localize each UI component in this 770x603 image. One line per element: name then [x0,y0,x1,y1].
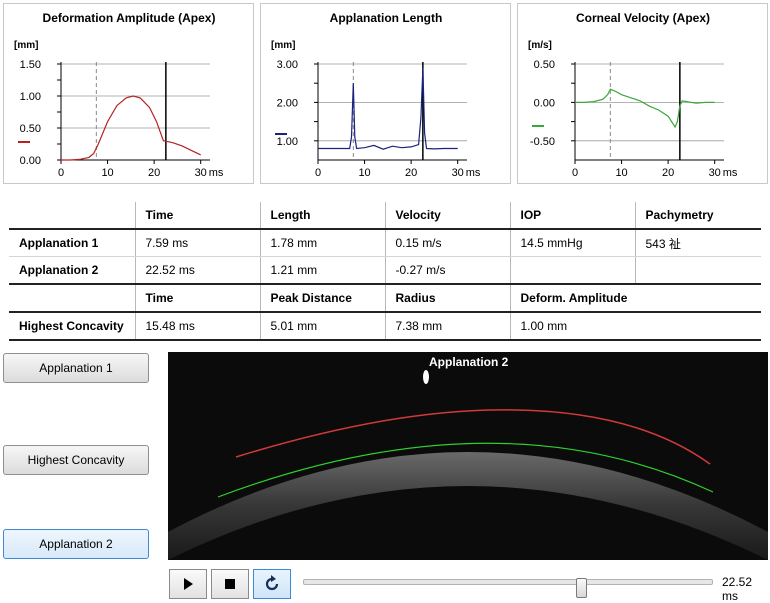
results-panel: Time Length Velocity IOP Pachymetry Appl… [0,191,770,343]
posterior-edge-line [217,442,714,498]
header-length: Length [259,202,385,230]
header-pachymetry: Pachymetry [634,202,761,230]
cell-time: 7.59 ms [134,228,260,257]
applanation-chart-svg: Applanation Length [mm] 3.00 2.00 1.00 0 10 20 3… [271,11,481,179]
y-tick-label: 0.50 [534,59,555,71]
stop-button[interactable] [211,569,249,599]
header-velocity: Velocity [384,202,510,230]
y-unit-label: [m/s] [528,40,552,51]
x-tick-label: 10 [101,167,113,179]
y-tick-label: 3.00 [277,59,298,71]
cell-time: 15.48 ms [134,311,260,341]
row-label: Highest Concavity [9,311,135,341]
table-row: Highest Concavity 15.48 ms 5.01 mm 7.38 … [9,311,761,341]
header-deform-amplitude: Deform. Amplitude [509,283,761,313]
y-unit-label: [mm] [271,40,295,51]
header-time: Time [134,202,260,230]
cell-peak-distance: 5.01 mm [259,311,385,341]
table-header-row-2: Time Peak Distance Radius Deform. Amplit… [9,283,761,313]
cell-pachymetry: 543 祉 [634,228,761,257]
y-tick-label: 0.00 [534,97,555,109]
time-slider[interactable] [303,578,713,598]
x-tick-label: 20 [662,167,674,179]
x-tick-label: 10 [615,167,627,179]
x-unit-label: ms [466,167,481,179]
header-time: Time [134,283,260,313]
cell-length: 1.21 mm [259,256,385,285]
x-tick-label: 0 [572,167,578,179]
header-blank [9,202,135,230]
cell-deform-amplitude: 1.00 mm [509,311,761,341]
x-tick-label: 20 [405,167,417,179]
corneal-velocity-chart: Corneal Velocity (Apex) [m/s] 0.50 0.00 -0.5… [517,3,768,184]
x-tick-label: 30 [452,167,464,179]
x-tick-label: 10 [358,167,370,179]
applanation-1-button[interactable]: Applanation 1 [3,353,149,383]
x-unit-label: ms [209,167,224,179]
x-unit-label: ms [723,167,738,179]
y-tick-label: 0.00 [20,155,41,167]
y-tick-label: -0.50 [530,136,555,148]
chart-title: Deformation Amplitude (Apex) [43,11,216,25]
x-tick-label: 30 [195,167,207,179]
deformation-amplitude-chart: Deformation Amplitude (Apex) [mm] 1.50 1.00… [3,3,254,184]
reflection-spot [423,370,429,384]
cell-radius: 7.38 mm [384,311,510,341]
chart-title: Corneal Velocity (Apex) [576,11,710,25]
chart-title: Applanation Length [330,11,443,25]
cornea-band [168,452,768,560]
loop-button[interactable] [253,569,291,599]
stop-icon [225,579,235,589]
cell-velocity: 0.15 m/s [384,228,510,257]
header-radius: Radius [384,283,510,313]
y-unit-label: [mm] [14,40,38,51]
y-tick-label: 1.00 [277,136,298,148]
y-tick-label: 1.00 [20,91,41,103]
applanation-2-button[interactable]: Applanation 2 [3,529,149,559]
cornea-image [168,370,768,560]
row-label: Applanation 1 [9,228,135,257]
image-frame-label: Applanation 2 [429,355,509,369]
playback-bar: 22.52 ms [168,569,770,603]
scheimpflug-image-view: Applanation 2 [168,352,768,560]
cell-pachymetry [634,256,761,285]
cell-iop [509,256,635,285]
y-tick-label: 2.00 [277,97,298,109]
series-line [61,95,201,161]
cell-length: 1.78 mm [259,228,385,257]
header-iop: IOP [509,202,635,230]
series-line [575,88,715,129]
deformation-chart-svg: Deformation Amplitude (Apex) [mm] 1.50 1.00… [14,11,224,179]
row-label: Applanation 2 [9,256,135,285]
header-peak-distance: Peak Distance [259,283,385,313]
table-header-row: Time Length Velocity IOP Pachymetry [9,202,761,230]
play-button[interactable] [169,569,207,599]
loop-icon [265,575,279,591]
highest-concavity-button[interactable]: Highest Concavity [3,445,149,475]
play-icon [184,578,193,590]
cell-iop: 14.5 mmHg [509,228,635,257]
y-tick-label: 0.50 [20,123,41,135]
header-blank [9,283,135,313]
x-tick-label: 20 [148,167,160,179]
cell-time: 22.52 ms [134,256,260,285]
velocity-chart-svg: Corneal Velocity (Apex) [m/s] 0.50 0.00 -0.5… [528,11,738,179]
table-row: Applanation 2 22.52 ms 1.21 mm -0.27 m/s [9,256,761,285]
x-tick-label: 0 [58,167,64,179]
y-tick-label: 1.50 [20,59,41,71]
applanation-length-chart: Applanation Length [mm] 3.00 2.00 1.00 0 10 20 3… [260,3,511,184]
anterior-edge-line [235,409,711,465]
series-line [318,67,458,150]
x-tick-label: 30 [709,167,721,179]
results-table: Time Length Velocity IOP Pachymetry Appl… [9,202,761,341]
current-time: 22.52 ms [722,575,753,603]
slider-thumb[interactable] [576,578,588,598]
cell-velocity: -0.27 m/s [384,256,510,285]
x-tick-label: 0 [315,167,321,179]
table-row: Applanation 1 7.59 ms 1.78 mm 0.15 m/s 1… [9,228,761,257]
